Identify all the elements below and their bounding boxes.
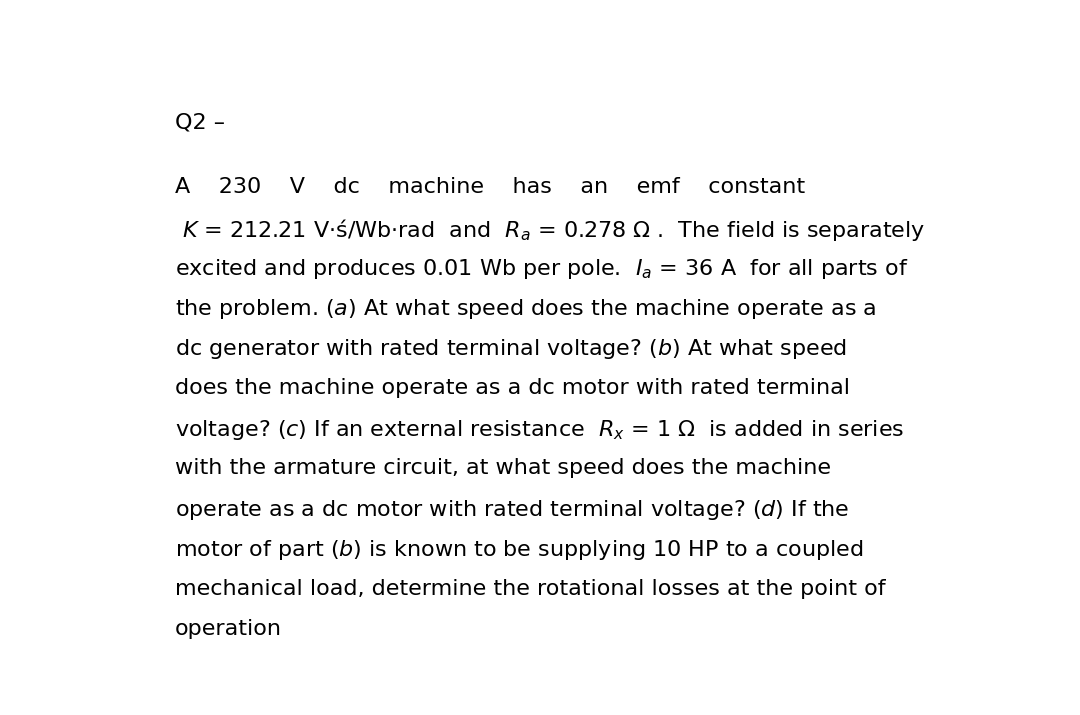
Text: with the armature circuit, at what speed does the machine: with the armature circuit, at what speed… <box>175 458 832 478</box>
Text: $K$ = 212.21 V·ś/Wb·rad  and  $R_a$ = 0.278 $\Omega$ .  The field is separately: $K$ = 212.21 V·ś/Wb·rad and $R_a$ = 0.27… <box>175 217 926 243</box>
Text: voltage? ($c$) If an external resistance  $R_x$ = 1 $\Omega$  is added in series: voltage? ($c$) If an external resistance… <box>175 418 904 442</box>
Text: motor of part ($b$) is known to be supplying 10 HP to a coupled: motor of part ($b$) is known to be suppl… <box>175 538 864 563</box>
Text: mechanical load, determine the rotational losses at the point of: mechanical load, determine the rotationa… <box>175 578 886 598</box>
Text: dc generator with rated terminal voltage? ($b$) At what speed: dc generator with rated terminal voltage… <box>175 337 847 361</box>
Text: excited and produces 0.01 Wb per pole.  $I_a$ = 36 A  for all parts of: excited and produces 0.01 Wb per pole. $… <box>175 257 908 281</box>
Text: does the machine operate as a dc motor with rated terminal: does the machine operate as a dc motor w… <box>175 378 850 398</box>
Text: Q2 –: Q2 – <box>175 112 225 132</box>
Text: A    230    V    dc    machine    has    an    emf    constant: A 230 V dc machine has an emf constant <box>175 177 806 197</box>
Text: the problem. ($a$) At what speed does the machine operate as a: the problem. ($a$) At what speed does th… <box>175 297 877 321</box>
Text: operation: operation <box>175 618 282 638</box>
Text: operate as a dc motor with rated terminal voltage? ($d$) If the: operate as a dc motor with rated termina… <box>175 498 850 522</box>
